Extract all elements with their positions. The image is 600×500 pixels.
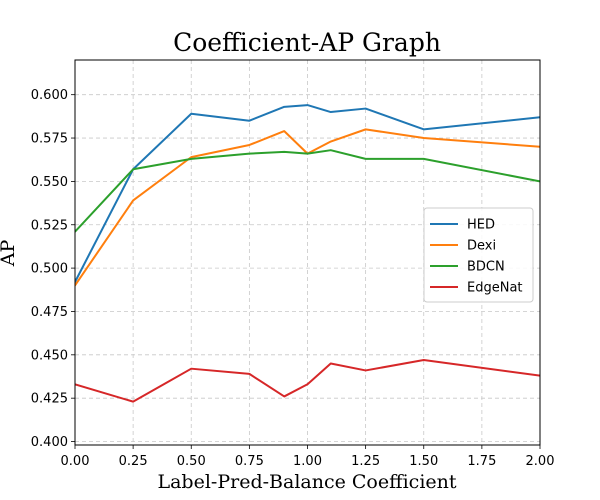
legend: HED Dexi BDCN EdgeNat — [423, 207, 534, 303]
y-tick-label: 0.525 — [31, 218, 68, 233]
x-tick-label: 1.25 — [351, 454, 380, 469]
y-tick-label: 0.600 — [31, 88, 68, 103]
x-tick-label: 1.00 — [293, 454, 322, 469]
x-tick-label: 0.75 — [235, 454, 264, 469]
y-tick-label: 0.400 — [31, 435, 68, 450]
series-line-dexi — [75, 128, 540, 287]
legend-box — [423, 207, 534, 303]
series-line-hed — [75, 104, 540, 283]
x-axis-label: Label-Pred-Balance Coefficient — [157, 471, 456, 493]
x-tick-label: 0.25 — [119, 454, 148, 469]
legend-label-dexi: Dexi — [467, 239, 496, 254]
x-tick-label: 0.50 — [177, 454, 206, 469]
y-tick-label: 0.425 — [31, 392, 68, 407]
legend-label-edgenat: EdgeNat — [467, 281, 523, 296]
axis-ticks: 0.00 0.25 0.50 0.75 1.00 1.25 1.50 1.75 2.00 0.40… — [31, 88, 555, 469]
y-axis-label: AP — [0, 240, 19, 268]
x-tick-label: 0.00 — [61, 454, 90, 469]
legend-label-hed: HED — [467, 218, 495, 233]
y-tick-label: 0.550 — [31, 175, 68, 190]
y-tick-label: 0.500 — [31, 262, 68, 277]
series-line-bdcn — [75, 149, 540, 233]
y-tick-label: 0.475 — [31, 305, 68, 320]
x-tick-label: 1.50 — [409, 454, 438, 469]
y-tick-label: 0.450 — [31, 348, 68, 363]
legend-label-bdcn: BDCN — [467, 260, 505, 275]
series-layer — [75, 104, 540, 403]
chart-title: Coefficient-AP Graph — [173, 28, 441, 57]
x-tick-label: 2.00 — [526, 454, 555, 469]
y-tick-label: 0.575 — [31, 132, 68, 147]
series-line-edgenat — [75, 359, 540, 403]
x-tick-label: 1.75 — [467, 454, 496, 469]
